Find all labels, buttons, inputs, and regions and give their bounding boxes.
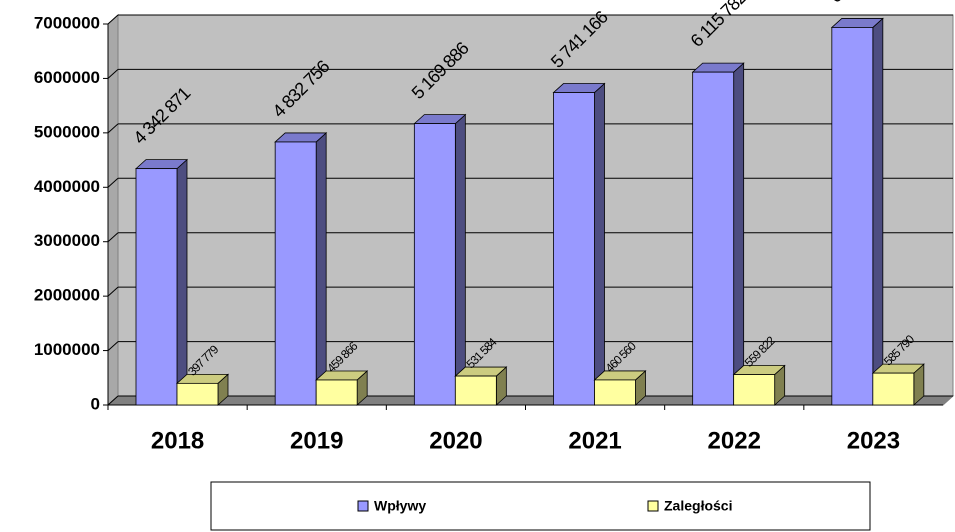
bar-front (733, 374, 776, 406)
bar-front (135, 168, 178, 406)
bar-front (274, 141, 317, 406)
back-wall (117, 14, 954, 397)
bar-front (553, 92, 595, 406)
bar-front (315, 379, 358, 406)
bar-front (872, 372, 915, 406)
bar (691, 62, 745, 406)
grid-line (107, 341, 119, 351)
grid-line (107, 232, 119, 243)
x-tick-label: 2019 (290, 427, 343, 454)
y-tick-label: 6000000 (34, 68, 100, 87)
y-tick-label: 3000000 (34, 231, 100, 250)
bar-side (733, 62, 745, 406)
y-tick-label: 0 (91, 394, 100, 413)
bar-front (413, 123, 456, 406)
grid-line (107, 395, 119, 406)
bar (413, 113, 467, 406)
bar (274, 132, 328, 406)
bar-front (692, 71, 735, 406)
legend-label: Zaległości (664, 498, 732, 514)
x-tick-label: 2020 (429, 427, 482, 454)
bar (175, 373, 230, 406)
legend-label: Wpływy (374, 498, 426, 514)
legend-swatch (357, 500, 369, 512)
bar-side (594, 82, 605, 406)
bar-front (176, 382, 219, 406)
y-tick-label: 2000000 (34, 286, 100, 305)
y-tick-label: 4000000 (34, 177, 100, 196)
grid-line (107, 286, 119, 297)
bar-front (594, 379, 636, 406)
y-tick-label: 1000000 (34, 340, 100, 359)
bar (871, 363, 925, 406)
grid-line (107, 177, 119, 188)
legend-swatch (647, 500, 659, 512)
floor (106, 395, 955, 406)
grid-line (107, 123, 119, 134)
bar (134, 158, 189, 406)
bar-front (454, 375, 497, 406)
x-tick-label: 2023 (847, 427, 900, 454)
bar (454, 366, 508, 406)
bar (732, 364, 786, 406)
bar-side (872, 17, 884, 406)
bar-front (831, 27, 874, 406)
y-tick-label: 7000000 (34, 13, 100, 32)
grid-line (107, 69, 119, 79)
y-tick-label: 5000000 (34, 122, 100, 141)
x-tick-label: 2022 (708, 427, 761, 454)
bar (552, 82, 606, 406)
x-tick-label: 2018 (151, 427, 204, 454)
bar (593, 370, 647, 406)
x-tick-label: 2021 (568, 427, 621, 454)
bar (830, 17, 884, 406)
grid-line (107, 14, 119, 25)
legend-box (210, 481, 871, 531)
bar (315, 370, 369, 406)
